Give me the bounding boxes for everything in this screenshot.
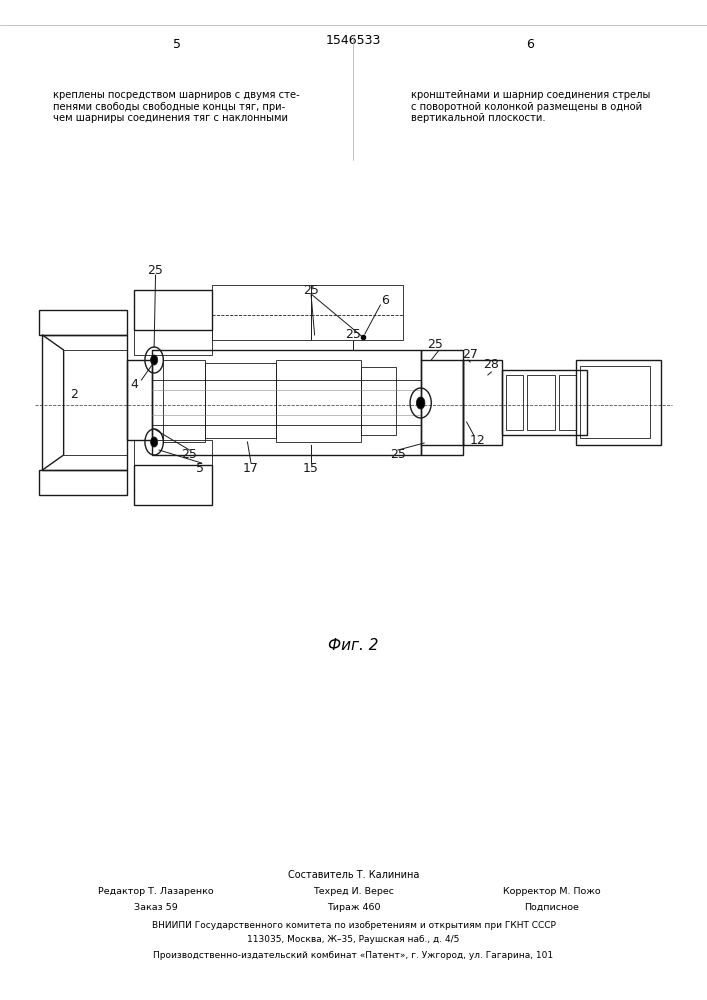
Bar <box>134 440 212 465</box>
Bar <box>134 465 212 505</box>
Text: 25: 25 <box>346 328 361 342</box>
Text: 113035, Москва, Ж–35, Раушская наб., д. 4/5: 113035, Москва, Ж–35, Раушская наб., д. … <box>247 936 460 944</box>
Bar <box>152 350 421 455</box>
Text: Фиг. 2: Фиг. 2 <box>328 638 379 652</box>
Text: 25: 25 <box>427 338 443 352</box>
Text: 25: 25 <box>148 263 163 276</box>
Bar <box>527 375 555 430</box>
Bar <box>39 310 127 335</box>
Bar <box>361 367 396 435</box>
Bar <box>42 335 127 470</box>
Text: 17: 17 <box>243 462 259 475</box>
Text: 5: 5 <box>173 38 181 51</box>
Text: кронштейнами и шарнир соединения стрелы
с поворотной колонкой размещены в одной
: кронштейнами и шарнир соединения стрелы … <box>411 90 650 123</box>
Text: ВНИИПИ Государственного комитета по изобретениям и открытиям при ГКНТ СССР: ВНИИПИ Государственного комитета по изоб… <box>151 920 556 930</box>
Bar <box>134 330 212 355</box>
Bar <box>506 375 523 430</box>
Bar <box>276 360 361 442</box>
Text: 15: 15 <box>303 462 319 475</box>
Text: Заказ 59: Заказ 59 <box>134 902 177 912</box>
Bar <box>127 360 152 440</box>
Bar <box>463 360 502 445</box>
Bar <box>421 350 463 455</box>
Bar <box>311 285 403 340</box>
Bar <box>212 285 311 340</box>
Text: 25: 25 <box>182 448 197 462</box>
Text: Тираж 460: Тираж 460 <box>327 902 380 912</box>
Text: Производственно-издательский комбинат «Патент», г. Ужгород, ул. Гагарина, 101: Производственно-издательский комбинат «П… <box>153 950 554 960</box>
Text: Составитель Т. Калинина: Составитель Т. Калинина <box>288 870 419 880</box>
Text: 25: 25 <box>303 284 319 296</box>
Text: 6: 6 <box>381 294 390 306</box>
Text: 4: 4 <box>130 378 139 391</box>
Bar <box>134 290 212 330</box>
Circle shape <box>416 397 425 409</box>
Text: 28: 28 <box>484 359 499 371</box>
Text: Редактор Т. Лазаренко: Редактор Т. Лазаренко <box>98 888 214 896</box>
Text: 5: 5 <box>196 462 204 475</box>
Text: 25: 25 <box>390 448 406 462</box>
Bar <box>576 360 661 445</box>
Text: 1546533: 1546533 <box>326 33 381 46</box>
Text: 2: 2 <box>70 388 78 401</box>
Text: Корректор М. Пожо: Корректор М. Пожо <box>503 888 600 896</box>
Bar <box>502 370 587 435</box>
Text: Техред И. Верес: Техред И. Верес <box>313 888 394 896</box>
Circle shape <box>151 355 158 365</box>
Text: 6: 6 <box>526 38 534 51</box>
Bar <box>580 366 650 438</box>
Text: 27: 27 <box>462 349 478 361</box>
Bar <box>163 360 205 442</box>
Text: Подписное: Подписное <box>524 902 579 912</box>
Bar <box>559 375 576 430</box>
Text: креплены посредством шарниров с двумя сте-
пенями свободы свободные концы тяг, п: креплены посредством шарниров с двумя ст… <box>53 90 300 123</box>
Circle shape <box>151 437 158 447</box>
Text: 12: 12 <box>469 434 485 446</box>
Bar <box>205 363 276 438</box>
Bar <box>39 470 127 495</box>
